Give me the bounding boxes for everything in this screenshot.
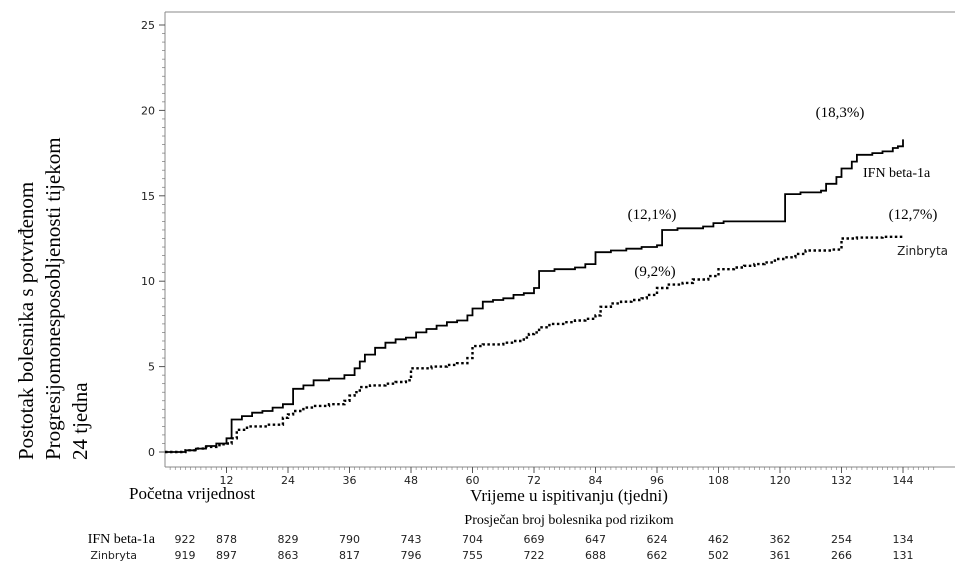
x-tick-label: 96 [650, 474, 664, 487]
legend-label-zinbryta: Zinbryta [897, 244, 948, 258]
risk-table-cell: 790 [339, 533, 360, 546]
zinbryta-end-label: (12,7%) [889, 207, 938, 223]
x-tick-label: 84 [589, 474, 603, 487]
baseline-label: Početna vrijednost [129, 484, 255, 503]
risk-table-cell: 624 [647, 533, 668, 546]
ifn-mid-label: (12,1%) [628, 207, 677, 223]
zinbryta-mid-label: (9,2%) [634, 264, 675, 280]
y-axis-label-line-3: 24 tjedna [68, 382, 92, 460]
risk-table-cell: 922 [175, 533, 196, 546]
risk-table-cell: 662 [647, 549, 668, 562]
y-axis: 0 5 10 15 20 25 [141, 19, 165, 459]
risk-table-cell: 647 [585, 533, 606, 546]
y-tick-label: 15 [141, 190, 155, 203]
x-tick-label: 48 [404, 474, 418, 487]
risk-table-cell: 863 [278, 549, 299, 562]
risk-table-title: Prosječan broj bolesnika pod rizikom [464, 513, 673, 528]
plot-area [164, 11, 955, 468]
y-tick-label: 0 [148, 446, 155, 459]
y-tick-label: 25 [141, 19, 155, 32]
risk-row-label-ifn: IFN beta-1a [88, 532, 156, 547]
x-tick-label: 36 [343, 474, 357, 487]
risk-table-cell: 796 [401, 549, 422, 562]
risk-table-cell: 722 [524, 549, 545, 562]
risk-table-cell: 254 [831, 533, 852, 546]
risk-table-cell: 755 [462, 549, 483, 562]
risk-table-cell: 878 [216, 533, 237, 546]
y-axis-label-line-2: Progresijomonesposobljenosti tijekom [41, 137, 65, 460]
risk-table-values: 922 878 829 790 743 704 669 647 624 462 362 254 134 9… [175, 533, 914, 562]
risk-table-cell: 362 [770, 533, 791, 546]
risk-table-cell: 266 [831, 549, 852, 562]
series-line-zinbryta [165, 235, 905, 454]
x-axis: 12 24 36 48 60 72 84 96 108 120 132 144 [169, 467, 935, 487]
x-tick-label: 24 [281, 474, 295, 487]
risk-table-cell: 743 [401, 533, 422, 546]
y-tick-label: 5 [148, 361, 155, 374]
risk-table-cell: 897 [216, 549, 237, 562]
legend-label-ifn: IFN beta-1a [863, 166, 931, 181]
risk-table-cell: 817 [339, 549, 360, 562]
x-tick-label: 12 [220, 474, 234, 487]
x-tick-label: 120 [770, 474, 791, 487]
ifn-end-label: (18,3%) [816, 105, 865, 121]
risk-table-cell: 919 [175, 549, 196, 562]
x-axis-label: Vrijeme u ispitivanju (tjedni) [470, 486, 668, 505]
risk-table-cell: 829 [278, 533, 299, 546]
y-axis-label-line-1: Postotak bolesnika s potvrđenom [14, 182, 38, 460]
x-tick-label: 72 [527, 474, 541, 487]
series-line-ifn-beta-1a [165, 139, 904, 453]
risk-table-cell: 669 [524, 533, 545, 546]
series-lines [165, 139, 905, 454]
risk-table-cell: 462 [708, 533, 729, 546]
y-tick-label: 10 [141, 275, 155, 288]
risk-table-cell: 704 [462, 533, 483, 546]
x-tick-label: 108 [708, 474, 729, 487]
risk-table-cell: 688 [585, 549, 606, 562]
risk-table-cell: 131 [893, 549, 914, 562]
risk-row-label-zinbryta: Zinbryta [90, 549, 137, 562]
risk-table-cell: 134 [893, 533, 914, 546]
x-tick-label: 60 [466, 474, 480, 487]
risk-table-cell: 361 [770, 549, 791, 562]
risk-table-cell: 502 [708, 549, 729, 562]
y-tick-label: 20 [141, 104, 155, 117]
x-tick-label: 144 [893, 474, 914, 487]
x-tick-label: 132 [831, 474, 852, 487]
